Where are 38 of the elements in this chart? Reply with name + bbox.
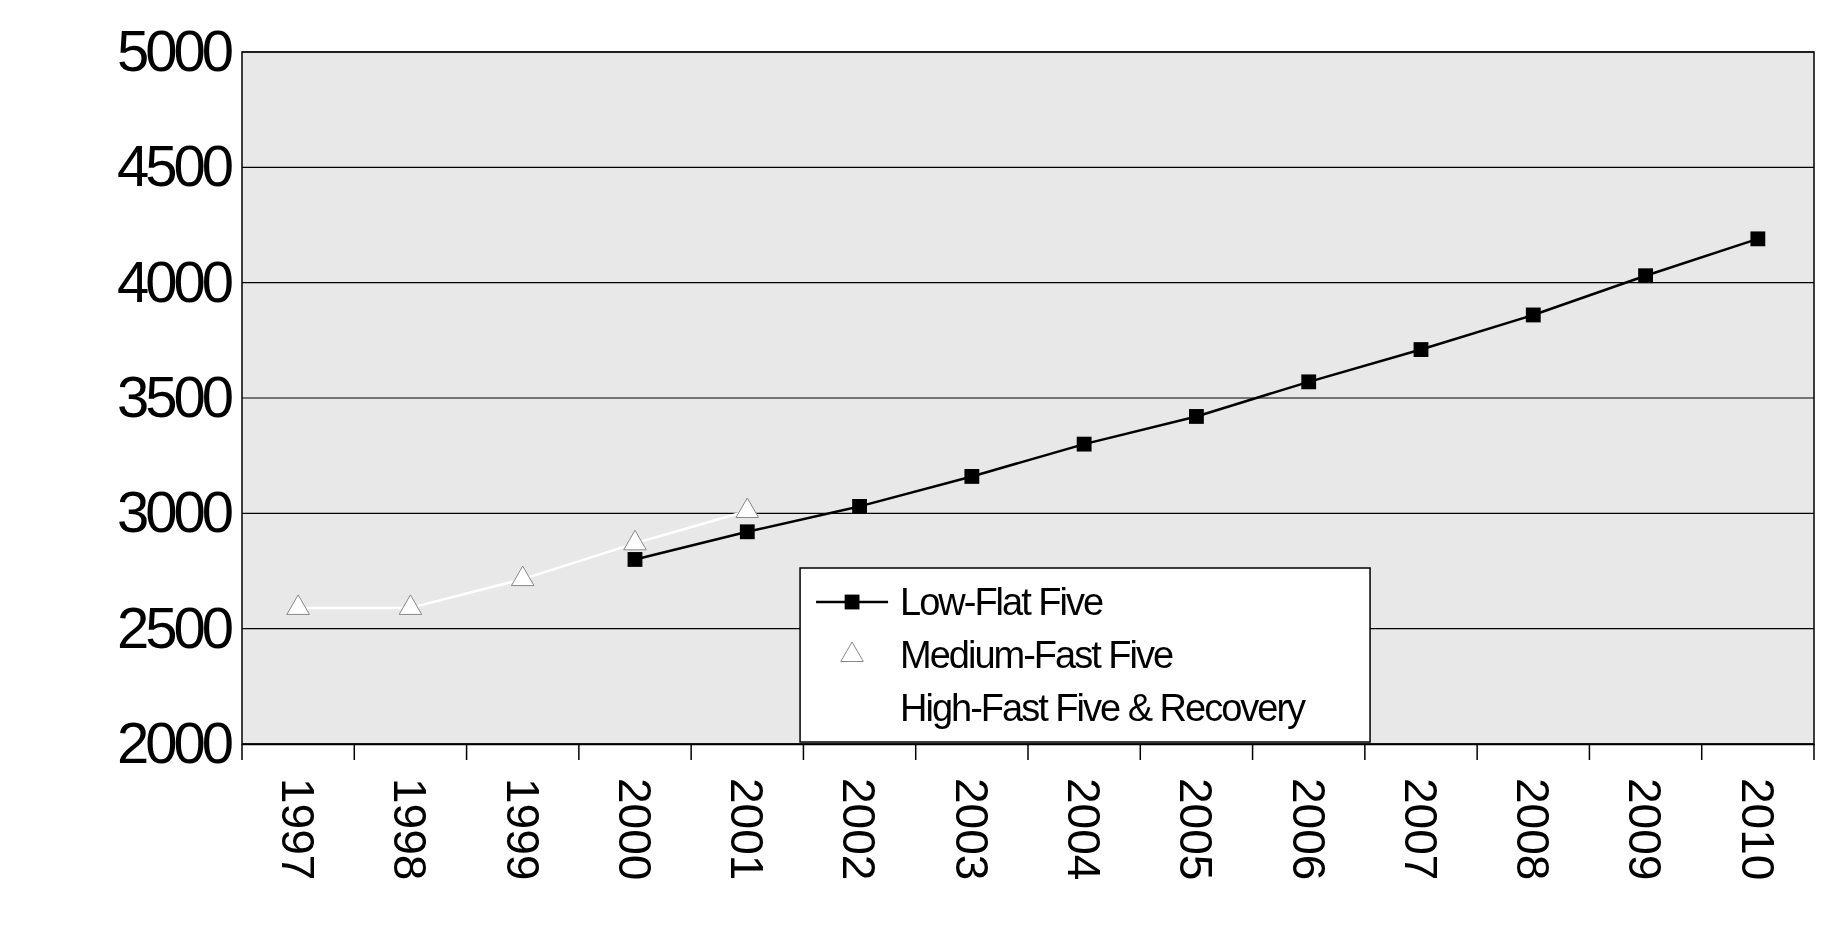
x-tick-label: 2010: [1731, 778, 1784, 881]
point: [286, 594, 310, 615]
point: [398, 594, 423, 615]
y-tick-label: 3000: [116, 479, 232, 545]
point: [623, 529, 647, 551]
point: [510, 565, 535, 587]
x-tick-label: 1997: [272, 778, 325, 881]
x-tick-label: 2001: [721, 778, 774, 881]
x-tick-label: 2002: [833, 778, 886, 881]
point: [852, 499, 867, 514]
point: [1750, 231, 1766, 247]
point: [1413, 342, 1429, 357]
point: [1638, 268, 1653, 284]
point: [735, 497, 760, 519]
text: High-Fast Five & Recovery: [900, 687, 1307, 730]
y-tick-label: 2500: [116, 594, 232, 660]
x-tick-label: 2003: [945, 778, 998, 881]
y-tick-label: 5000: [116, 18, 232, 84]
y-tick-label: 3500: [116, 364, 232, 430]
y-tick-label: 4500: [116, 133, 232, 199]
point: [964, 469, 980, 484]
x-tick-label: 2008: [1507, 778, 1560, 881]
legend-label: Low-Flat Five: [900, 581, 1103, 624]
x-tick-label: 2000: [608, 778, 661, 881]
x-tick-label: 2005: [1170, 778, 1223, 881]
x-tick-label: 2009: [1619, 778, 1672, 881]
x-tick-label: 2004: [1058, 778, 1111, 881]
x-tick-label: 2006: [1282, 778, 1335, 881]
point: [1076, 436, 1092, 452]
point: [1525, 307, 1541, 323]
y-tick-label: 2000: [116, 710, 232, 776]
x-tick-label: 1998: [384, 778, 437, 881]
x-tick-label: 2007: [1394, 778, 1447, 881]
x-tick-label: 1999: [496, 778, 549, 881]
y-tick-label: 4000: [116, 248, 232, 314]
point: [1189, 409, 1204, 424]
legend-label: Medium-Fast Five: [900, 634, 1173, 677]
point: [1301, 374, 1317, 390]
